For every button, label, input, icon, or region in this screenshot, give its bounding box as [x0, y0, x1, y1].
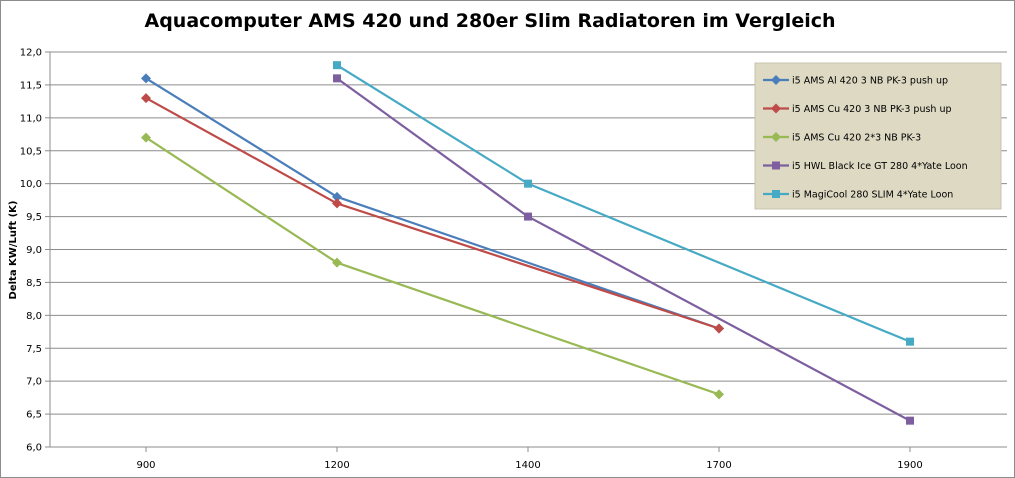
- legend-item: i5 HWL Black Ice GT 280 4*Yate Loon: [763, 161, 968, 172]
- legend-label: i5 HWL Black Ice GT 280 4*Yate Loon: [792, 161, 968, 172]
- legend-marker: [771, 103, 781, 114]
- y-tick-label: 12,0: [20, 48, 42, 59]
- series-4: [333, 74, 914, 425]
- series-lines: [141, 61, 914, 425]
- y-tick-label: 9,0: [26, 245, 42, 256]
- x-tick-label: 1900: [897, 460, 922, 471]
- data-point: [332, 257, 342, 268]
- series-3: [141, 132, 724, 400]
- legend-marker: [772, 190, 780, 198]
- data-point: [332, 198, 342, 209]
- data-point: [906, 337, 914, 346]
- legend-box: [754, 62, 1002, 210]
- y-tick-label: 8,0: [26, 311, 42, 322]
- legend-item: i5 MagiCool 280 SLIM 4*Yate Loon: [763, 190, 953, 201]
- chart-title: Aquacomputer AMS 420 und 280er Slim Radi…: [144, 10, 835, 32]
- legend-label: i5 AMS Cu 420 3 NB PK-3 push up: [792, 104, 952, 115]
- y-tick-label: 8,5: [26, 278, 42, 289]
- legend-label: i5 AMS Cu 420 2*3 NB PK-3: [792, 133, 921, 144]
- data-point: [141, 132, 151, 143]
- y-tick-label: 10,5: [20, 146, 42, 157]
- legend-marker: [771, 132, 781, 142]
- y-axis-label: Delta KW/Luft (K): [8, 201, 19, 300]
- y-tick-label: 7,5: [26, 344, 42, 355]
- y-tick-labels: 6,0 6,5 7,0 7,5 8,0 8,5 9,0 9,5 10,0 10,5 11,0 11,5…: [20, 48, 42, 454]
- legend-item: i5 AMS Al 420 3 NB PK-3 push up: [763, 75, 948, 87]
- data-point: [141, 93, 151, 104]
- legend-item: i5 AMS Cu 420 2*3 NB PK-3: [763, 132, 921, 144]
- x-tick-label: 1400: [515, 460, 540, 471]
- y-tick-label: 10,0: [20, 179, 42, 190]
- data-point: [524, 212, 532, 221]
- data-point: [714, 323, 724, 334]
- y-tick-label: 11,5: [20, 80, 42, 91]
- axes: [45, 51, 1007, 452]
- y-tick-label: 6,5: [26, 410, 42, 421]
- data-point: [333, 74, 341, 83]
- data-point: [906, 416, 914, 425]
- y-tick-label: 7,0: [26, 377, 42, 388]
- x-tick-label: 1700: [706, 460, 731, 471]
- series-1: [141, 73, 724, 334]
- legend: i5 AMS Al 420 3 NB PK-3 push up i5 AMS Cu…: [754, 62, 1002, 210]
- x-tick-label: 900: [136, 460, 155, 471]
- x-tick-labels: 900 1200 1400 1700 1900: [136, 460, 922, 471]
- y-tick-label: 9,5: [26, 212, 42, 223]
- legend-marker: [772, 161, 780, 170]
- legend-label: i5 MagiCool 280 SLIM 4*Yate Loon: [792, 190, 953, 201]
- series-5: [333, 61, 914, 346]
- y-tick-label: 6,0: [26, 443, 42, 454]
- data-point: [524, 179, 532, 188]
- legend-marker: [771, 75, 781, 85]
- data-point: [141, 73, 151, 84]
- data-point: [333, 61, 341, 70]
- series-2: [141, 93, 724, 334]
- legend-label: i5 AMS Al 420 3 NB PK-3 push up: [792, 76, 948, 87]
- x-tick-label: 1200: [324, 460, 349, 471]
- y-tick-label: 11,0: [20, 113, 42, 124]
- data-point: [714, 389, 724, 400]
- legend-item: i5 AMS Cu 420 3 NB PK-3 push up: [763, 103, 952, 115]
- data-point: [332, 191, 342, 202]
